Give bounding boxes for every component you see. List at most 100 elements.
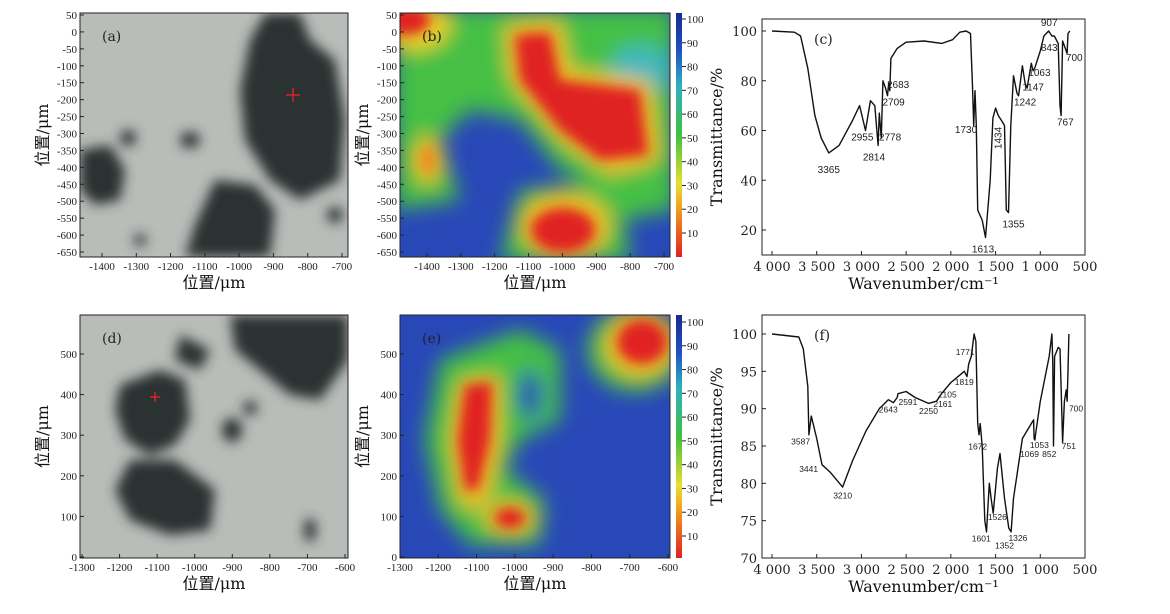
x-tick-label: -700 — [332, 261, 353, 273]
x-tick-label: 3 500 — [798, 563, 835, 578]
peak-annotation: 2250 — [919, 406, 938, 416]
peak-annotation: 1730 — [955, 125, 978, 136]
y-tick-label: 400 — [381, 390, 398, 402]
panel-e-frame — [399, 314, 671, 559]
y-tick-label: -50 — [382, 44, 397, 56]
x-tick-label: -700 — [620, 562, 641, 574]
x-tick-label: 3 000 — [843, 260, 880, 275]
peak-annotation: 1147 — [1022, 83, 1044, 94]
y-tick-label: 50 — [386, 10, 398, 22]
x-tick-label: 4 000 — [753, 563, 790, 578]
colorbar-label: 100 — [687, 14, 704, 26]
peak-annotation: 767 — [1057, 118, 1074, 129]
colorbar-e — [676, 315, 682, 558]
peak-annotation: 751 — [1062, 441, 1076, 451]
y-tick-label: 500 — [61, 349, 78, 361]
colorbar-label: 10 — [687, 228, 699, 240]
peak-annotation: 2709 — [882, 98, 905, 109]
x-tick-label: -1000 — [550, 261, 576, 273]
y-tick-label: -150 — [377, 78, 398, 90]
panel-b-heatmap — [400, 13, 670, 257]
x-tick-label: 500 — [1073, 260, 1098, 275]
x-tick-label: -1200 — [482, 261, 508, 273]
x-tick-label: -900 — [263, 261, 284, 273]
y-tick-label: -500 — [377, 196, 398, 208]
colorbar-label: 100 — [687, 317, 704, 329]
x-tick-label: -1200 — [107, 562, 133, 574]
y-tick-label: 95 — [740, 365, 757, 380]
x-axis-title: Wavenumber/cm⁻¹ — [848, 274, 999, 293]
panel-d-frame — [79, 314, 349, 559]
y-tick-label: -550 — [377, 213, 398, 225]
colorbar-label: 80 — [687, 62, 699, 74]
colorbar-label: 50 — [687, 133, 699, 145]
colorbar-label: 70 — [687, 388, 699, 400]
panel-label: (c) — [814, 32, 833, 48]
peak-annotation: 2105 — [938, 389, 957, 399]
crosshair-marker — [286, 88, 300, 102]
x-axis-title: 位置/μm — [183, 574, 246, 593]
y-tick-label: 85 — [740, 440, 757, 455]
y-tick-label: -250 — [377, 112, 398, 124]
colorbar-label: 20 — [687, 507, 699, 519]
y-tick-label: -350 — [57, 145, 78, 157]
colorbar-b — [676, 13, 682, 257]
y-tick-label: -550 — [57, 213, 78, 225]
y-tick-label: 50 — [66, 10, 78, 22]
x-tick-label: -1100 — [464, 562, 490, 574]
colorbar-label: 20 — [687, 204, 699, 216]
x-tick-label: -600 — [335, 562, 356, 574]
panel-label: (a) — [102, 29, 121, 45]
x-tick-label: -1100 — [192, 261, 218, 273]
peak-annotation: 2955 — [851, 132, 874, 143]
peak-annotation: 2591 — [898, 397, 917, 407]
y-tick-label: 0 — [72, 27, 78, 39]
y-tick-label: 0 — [392, 552, 398, 564]
x-tick-label: -700 — [654, 261, 675, 273]
x-tick-label: -800 — [298, 261, 319, 273]
y-tick-label: 300 — [381, 430, 398, 442]
y-tick-label: -100 — [377, 61, 398, 73]
y-tick-label: -150 — [57, 78, 78, 90]
y-tick-label: -650 — [57, 247, 78, 259]
colorbar-label: 30 — [687, 483, 699, 495]
peak-annotation: 1526 — [988, 512, 1007, 522]
peak-annotation: 3441 — [799, 464, 818, 474]
colorbar-label: 50 — [687, 436, 699, 448]
x-tick-label: -1300 — [69, 562, 95, 574]
spectrum-line — [771, 30, 1071, 239]
x-tick-label: -1200 — [158, 261, 184, 273]
x-axis-title: 位置/μm — [504, 574, 567, 593]
peak-annotation: 2778 — [879, 132, 902, 143]
x-tick-label: -1300 — [387, 562, 413, 574]
x-tick-label: -900 — [543, 562, 564, 574]
x-tick-label: 1 000 — [1022, 260, 1059, 275]
y-tick-label: -50 — [62, 44, 77, 56]
y-tick-label: 20 — [740, 224, 757, 239]
y-tick-label: 60 — [740, 125, 757, 140]
x-tick-label: -1100 — [145, 562, 171, 574]
peak-annotation: 1819 — [955, 377, 974, 387]
y-tick-label: -450 — [377, 179, 398, 191]
x-tick-label: -1300 — [123, 261, 149, 273]
colorbar-label: 30 — [687, 180, 699, 192]
x-axis-title: Wavenumber/cm⁻¹ — [848, 577, 999, 596]
panel-f-frame — [761, 314, 1086, 559]
x-tick-label: -700 — [297, 562, 318, 574]
y-axis-title: 位置/μm — [353, 405, 372, 468]
colorbar-label: 90 — [687, 38, 699, 50]
x-tick-label: -1200 — [425, 562, 451, 574]
x-axis-title: 位置/μm — [504, 273, 567, 292]
peak-annotation: 2814 — [863, 152, 886, 163]
y-tick-label: 80 — [740, 477, 757, 492]
x-tick-label: 1 500 — [977, 563, 1014, 578]
x-tick-label: 3 500 — [798, 260, 835, 275]
x-tick-label: -1000 — [502, 562, 528, 574]
y-tick-label: 500 — [381, 349, 398, 361]
y-tick-label: -450 — [57, 179, 78, 191]
colorbar-label: 40 — [687, 157, 699, 169]
panel-a-photo — [80, 13, 348, 257]
y-tick-label: -300 — [377, 129, 398, 141]
y-axis-title: Transmittance/% — [707, 367, 726, 505]
y-tick-label: 75 — [740, 515, 757, 530]
